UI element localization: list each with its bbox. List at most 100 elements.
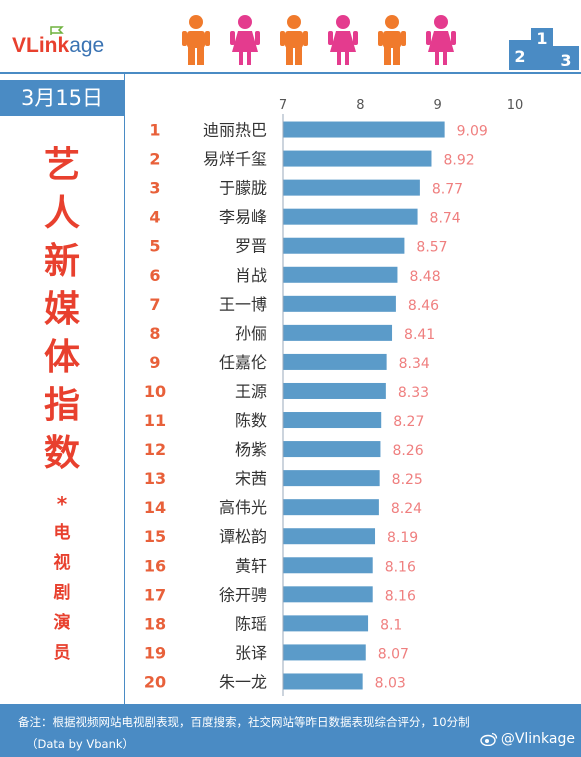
rank-number: 11 bbox=[144, 411, 166, 430]
artist-name-label: 易烊千玺 bbox=[203, 150, 267, 169]
bar bbox=[283, 499, 379, 516]
bar-value-label: 8.34 bbox=[399, 356, 430, 372]
artist-name-label: 杨紫 bbox=[235, 440, 267, 459]
bar bbox=[283, 237, 405, 254]
bar-value-label: 8.33 bbox=[398, 385, 429, 401]
bar-value-label: 8.07 bbox=[378, 646, 409, 662]
bar-value-label: 8.16 bbox=[385, 559, 416, 575]
podium-block-first bbox=[531, 28, 553, 70]
title-char: 指 bbox=[43, 385, 80, 426]
bar bbox=[283, 121, 445, 138]
artist-name-label: 孙俪 bbox=[235, 324, 267, 343]
rank-number: 7 bbox=[149, 295, 160, 314]
bar bbox=[283, 470, 380, 487]
bar-value-label: 8.27 bbox=[393, 414, 424, 430]
artist-name-label: 肖战 bbox=[235, 266, 267, 285]
title-char: 新 bbox=[43, 241, 80, 282]
title-char: 艺 bbox=[43, 145, 80, 186]
rank-number: 14 bbox=[144, 498, 166, 517]
bar bbox=[283, 150, 432, 167]
bar-value-label: 8.57 bbox=[416, 240, 447, 256]
bar bbox=[283, 412, 382, 429]
bar bbox=[283, 208, 418, 225]
rank-number: 1 bbox=[149, 121, 160, 140]
artist-name-label: 任嘉伦 bbox=[219, 353, 267, 372]
bar bbox=[283, 528, 376, 545]
vertical-subtitle: 电 视 剧 演 员 bbox=[0, 518, 124, 668]
bar-value-label: 8.74 bbox=[430, 211, 461, 227]
weibo-icon bbox=[480, 732, 497, 746]
title-char: 体 bbox=[43, 337, 80, 378]
artist-name-label: 王一博 bbox=[219, 295, 267, 314]
bar bbox=[283, 441, 381, 458]
artist-name-label: 黄轩 bbox=[235, 556, 267, 575]
vertical-title: 艺 人 新 媒 体 指 数 bbox=[0, 142, 124, 478]
artist-name-label: 陈瑶 bbox=[235, 614, 267, 633]
bar bbox=[283, 673, 363, 690]
footer-source: （Data by Vbank） bbox=[26, 737, 135, 751]
artist-name-label: 李易峰 bbox=[219, 208, 267, 227]
rank-number: 9 bbox=[149, 353, 160, 372]
x-tick-label: 8 bbox=[356, 98, 364, 113]
artist-name-label: 高伟光 bbox=[219, 498, 267, 517]
bar bbox=[283, 615, 369, 632]
bar-value-label: 8.41 bbox=[404, 327, 435, 343]
rank-number: 8 bbox=[149, 324, 160, 343]
podium-icon: 2 1 3 bbox=[509, 28, 579, 70]
title-char: 人 bbox=[43, 193, 80, 234]
ranking-bar-chart: 7 8 9 10 1 迪丽热巴 9.09 2 易烊千玺 8.92 3 于朦胧 8.77 4 李易峰 8.74 5… bbox=[144, 98, 524, 696]
bar bbox=[283, 557, 373, 574]
weibo-handle-text: @Vlinkage bbox=[500, 731, 575, 747]
bar-value-label: 8.77 bbox=[432, 182, 463, 198]
asterisk-mark: * bbox=[56, 492, 68, 516]
bar-value-label: 8.92 bbox=[443, 153, 474, 169]
rank-number: 19 bbox=[144, 643, 166, 662]
bar bbox=[283, 586, 373, 603]
subtitle-char: 视 bbox=[53, 553, 71, 573]
rank-number: 13 bbox=[144, 469, 166, 488]
bar bbox=[283, 644, 366, 661]
bar-value-label: 8.03 bbox=[375, 675, 406, 691]
rank-number: 15 bbox=[144, 527, 166, 546]
artist-name-label: 谭松韵 bbox=[219, 527, 267, 546]
bar-value-label: 8.48 bbox=[409, 269, 440, 285]
artist-name-label: 朱一龙 bbox=[219, 672, 267, 691]
bar bbox=[283, 353, 387, 370]
podium-number-first: 1 bbox=[536, 29, 547, 48]
logo-text: VLinkage bbox=[12, 34, 104, 58]
rank-number: 18 bbox=[144, 614, 166, 633]
rank-number: 10 bbox=[144, 382, 166, 401]
bar bbox=[283, 382, 386, 399]
rank-number: 5 bbox=[149, 237, 160, 256]
woman-figure-icon bbox=[426, 15, 456, 65]
bar bbox=[283, 324, 393, 341]
title-char: 媒 bbox=[43, 289, 80, 330]
podium-block-second bbox=[509, 40, 531, 70]
rank-number: 16 bbox=[144, 556, 166, 575]
rank-number: 20 bbox=[144, 672, 166, 691]
bar bbox=[283, 179, 420, 196]
date-badge: 3月15日 bbox=[0, 80, 124, 116]
subtitle-char: 电 bbox=[53, 523, 71, 543]
podium-number-second: 2 bbox=[514, 47, 525, 66]
footer: 备注：根据视频网站电视剧表现，百度搜索，社交网站等昨日数据表现综合评分，10分制… bbox=[0, 704, 581, 757]
sidebar bbox=[0, 80, 124, 704]
footer-note: 备注：根据视频网站电视剧表现，百度搜索，社交网站等昨日数据表现综合评分，10分制 bbox=[18, 715, 470, 729]
weibo-handle: @Vlinkage bbox=[480, 731, 575, 747]
rank-number: 4 bbox=[149, 208, 160, 227]
logo-text-bold: VLink bbox=[12, 34, 70, 57]
artist-name-label: 徐开骋 bbox=[219, 585, 267, 604]
artist-name-label: 宋茜 bbox=[235, 469, 267, 488]
woman-figure-icon bbox=[230, 15, 260, 65]
artist-name-label: 于朦胧 bbox=[219, 179, 267, 198]
rank-number: 6 bbox=[149, 266, 160, 285]
x-tick-label: 7 bbox=[279, 98, 287, 113]
flag-icon bbox=[50, 26, 64, 35]
sidebar-divider bbox=[124, 74, 125, 704]
x-tick-label: 10 bbox=[507, 98, 524, 113]
man-figure-icon bbox=[378, 15, 406, 65]
artist-name-label: 王源 bbox=[235, 382, 267, 401]
bar-value-label: 8.16 bbox=[385, 588, 416, 604]
subtitle-char: 剧 bbox=[53, 583, 71, 603]
woman-figure-icon bbox=[328, 15, 358, 65]
